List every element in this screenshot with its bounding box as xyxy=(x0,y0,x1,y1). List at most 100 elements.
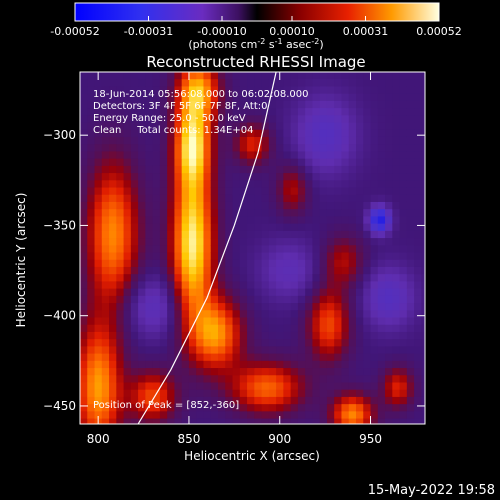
heatmap-cell xyxy=(406,72,415,80)
heatmap-cell xyxy=(334,151,342,160)
heatmap-cell xyxy=(261,136,270,145)
heatmap-cell xyxy=(116,331,124,340)
heatmap-cell xyxy=(218,331,226,340)
heatmap-cell xyxy=(406,129,415,138)
heatmap-cell xyxy=(174,368,183,376)
heatmap-cell xyxy=(297,353,306,362)
heatmap-cell xyxy=(385,93,393,102)
heatmap-cell xyxy=(341,79,350,87)
heatmap-cell xyxy=(181,180,190,188)
heatmap-cell xyxy=(123,295,132,304)
heatmap-cell xyxy=(145,216,154,225)
heatmap-cell xyxy=(101,180,110,188)
heatmap-cell xyxy=(268,194,277,203)
heatmap-cell xyxy=(203,230,212,239)
heatmap-cell xyxy=(218,245,226,253)
heatmap-cell xyxy=(334,324,342,333)
heatmap-cell xyxy=(123,180,132,188)
heatmap-cell xyxy=(210,165,219,174)
heatmap-cell xyxy=(414,324,422,333)
heatmap-cell xyxy=(167,173,175,181)
heatmap-cell xyxy=(297,223,306,232)
heatmap-cell xyxy=(348,281,357,290)
heatmap-cell xyxy=(174,216,183,225)
heatmap-cell xyxy=(218,288,226,297)
heatmap-cell xyxy=(283,122,292,131)
heatmap-cell xyxy=(152,194,161,203)
heatmap-cell xyxy=(254,346,262,354)
heatmap-cell xyxy=(305,303,313,311)
heatmap-cell xyxy=(232,331,241,340)
heatmap-cell xyxy=(319,360,328,369)
heatmap-cell xyxy=(392,303,400,311)
heatmap-cell xyxy=(123,209,132,217)
heatmap-cell xyxy=(261,108,270,116)
heatmap-cell xyxy=(247,288,255,297)
heatmap-cell xyxy=(130,389,139,398)
heatmap-cell xyxy=(101,129,110,138)
heatmap-cell xyxy=(130,108,139,116)
heatmap-cell xyxy=(283,72,292,80)
heatmap-cell xyxy=(406,389,415,398)
heatmap-cell xyxy=(225,274,233,282)
heatmap-cell xyxy=(421,382,425,391)
colorbar-ticks: -0.00052 -0.00031 -0.00010 0.00010 0.00031 0.… xyxy=(50,16,462,38)
heatmap-cell xyxy=(326,411,335,419)
heatmap-cell xyxy=(385,144,393,152)
heatmap-cell xyxy=(297,310,306,318)
heatmap-cell xyxy=(392,180,400,188)
heatmap-cell xyxy=(414,295,422,304)
heatmap-cell xyxy=(130,259,139,268)
heatmap-cell xyxy=(87,266,95,275)
heatmap-cell xyxy=(123,86,132,95)
heatmap-cell xyxy=(116,303,124,311)
heatmap-cell xyxy=(218,216,226,225)
heatmap-cell xyxy=(370,389,379,398)
heatmap-cell xyxy=(283,79,292,87)
heatmap-cell xyxy=(261,266,270,275)
heatmap-cell xyxy=(370,295,379,304)
heatmap-cell xyxy=(232,100,241,109)
heatmap-cell xyxy=(101,201,110,210)
heatmap-cell xyxy=(283,418,292,424)
heatmap-cell xyxy=(167,151,175,160)
x-axis: 800 850 900 950 xyxy=(87,72,382,446)
heatmap-cell xyxy=(247,411,255,419)
heatmap-cell xyxy=(406,194,415,203)
heatmap-cell xyxy=(188,368,197,376)
heatmap-cell xyxy=(421,281,425,290)
heatmap-cell xyxy=(232,274,241,282)
heatmap-cell xyxy=(305,86,313,95)
heatmap-cell xyxy=(261,288,270,297)
heatmap-cell xyxy=(210,136,219,145)
heatmap-cell xyxy=(123,173,132,181)
heatmap-cell xyxy=(254,360,262,369)
heatmap-cell xyxy=(145,238,154,246)
heatmap-cell xyxy=(297,360,306,369)
heatmap-cell xyxy=(356,158,364,167)
heatmap-cell xyxy=(203,122,212,131)
heatmap-cell xyxy=(283,368,292,376)
heatmap-cell xyxy=(80,295,88,304)
heatmap-cell xyxy=(319,396,328,405)
heatmap-cell xyxy=(138,317,146,326)
heatmap-cell xyxy=(232,194,241,203)
heatmap-cell xyxy=(261,86,270,95)
heatmap-cell xyxy=(130,317,139,326)
heatmap-cell xyxy=(188,165,197,174)
heatmap-cell xyxy=(312,259,321,268)
heatmap-cell xyxy=(261,418,270,424)
heatmap-cell xyxy=(225,317,233,326)
heatmap-cell xyxy=(152,303,161,311)
heatmap-cell xyxy=(385,86,393,95)
heatmap-cell xyxy=(305,252,313,261)
heatmap-cell xyxy=(290,108,299,116)
heatmap-cell xyxy=(334,194,342,203)
heatmap-cell xyxy=(297,201,306,210)
heatmap-cell xyxy=(334,281,342,290)
heatmap-cell xyxy=(196,245,204,253)
heatmap-cell xyxy=(261,79,270,87)
heatmap-cell xyxy=(109,201,117,210)
heatmap-cell xyxy=(377,346,386,354)
heatmap-cell xyxy=(152,259,161,268)
